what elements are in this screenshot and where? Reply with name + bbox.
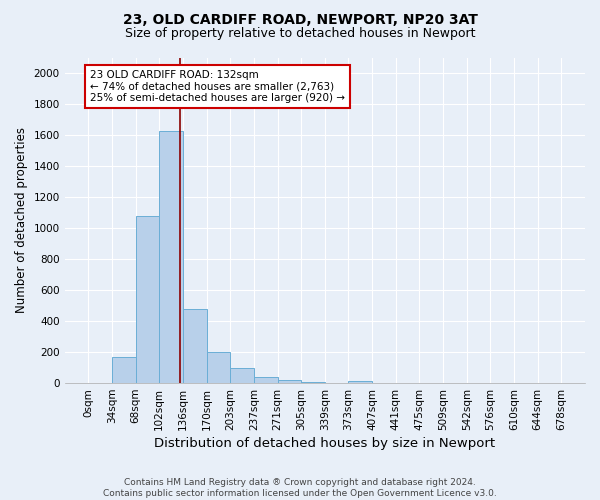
Text: Contains HM Land Registry data ® Crown copyright and database right 2024.
Contai: Contains HM Land Registry data ® Crown c… xyxy=(103,478,497,498)
Bar xyxy=(206,352,230,383)
Bar xyxy=(349,380,372,383)
Text: Size of property relative to detached houses in Newport: Size of property relative to detached ho… xyxy=(125,28,475,40)
Text: 23, OLD CARDIFF ROAD, NEWPORT, NP20 3AT: 23, OLD CARDIFF ROAD, NEWPORT, NP20 3AT xyxy=(122,12,478,26)
Bar xyxy=(159,131,183,383)
Bar xyxy=(183,308,206,383)
Bar xyxy=(301,382,325,383)
Bar xyxy=(136,216,159,383)
Text: 23 OLD CARDIFF ROAD: 132sqm
← 74% of detached houses are smaller (2,763)
25% of : 23 OLD CARDIFF ROAD: 132sqm ← 74% of det… xyxy=(90,70,345,103)
Y-axis label: Number of detached properties: Number of detached properties xyxy=(15,128,28,314)
Bar xyxy=(112,357,136,383)
Bar xyxy=(254,376,278,383)
Bar xyxy=(230,368,254,383)
Bar xyxy=(278,380,301,383)
X-axis label: Distribution of detached houses by size in Newport: Distribution of detached houses by size … xyxy=(154,437,496,450)
